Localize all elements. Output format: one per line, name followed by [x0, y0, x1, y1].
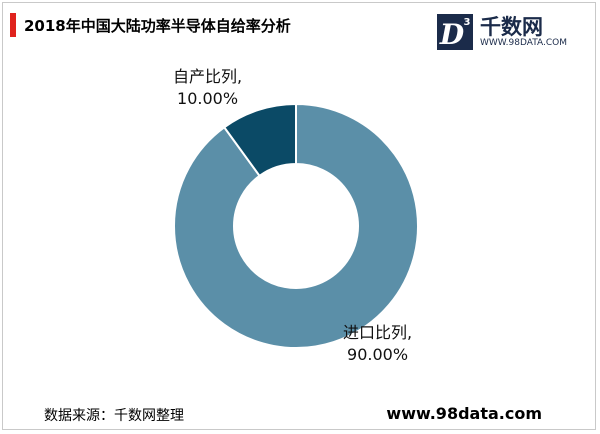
chart-frame: [2, 2, 596, 430]
logo-badge-icon: D 3: [437, 14, 473, 51]
data-source-note: 数据来源：千数网整理: [44, 408, 184, 424]
brand-logo: D 3 千数网 WWW.98DATA.COM: [436, 11, 586, 55]
slice-label-domestic-name: 自产比列,: [173, 67, 243, 86]
slice-label-import: 进口比列, 90.00%: [343, 322, 412, 366]
title-accent-bar: [10, 13, 16, 37]
logo-badge-letter: D: [439, 18, 465, 51]
slice-label-domestic: 自产比列, 10.00%: [173, 66, 242, 110]
logo-name: 千数网: [480, 15, 543, 39]
donut-slice-0: [173, 102, 419, 349]
donut-slice-1: [222, 102, 297, 178]
logo-url: WWW.98DATA.COM: [480, 38, 567, 48]
slice-label-domestic-value: 10.00%: [177, 89, 239, 108]
logo-badge-sup: 3: [464, 17, 471, 28]
chart-title: 2018年中国大陆功率半导体自给率分析: [24, 17, 291, 35]
site-url: www.98data.com: [386, 404, 542, 423]
slice-label-import-value: 90.00%: [347, 345, 409, 364]
slice-label-import-name: 进口比列,: [343, 323, 413, 342]
